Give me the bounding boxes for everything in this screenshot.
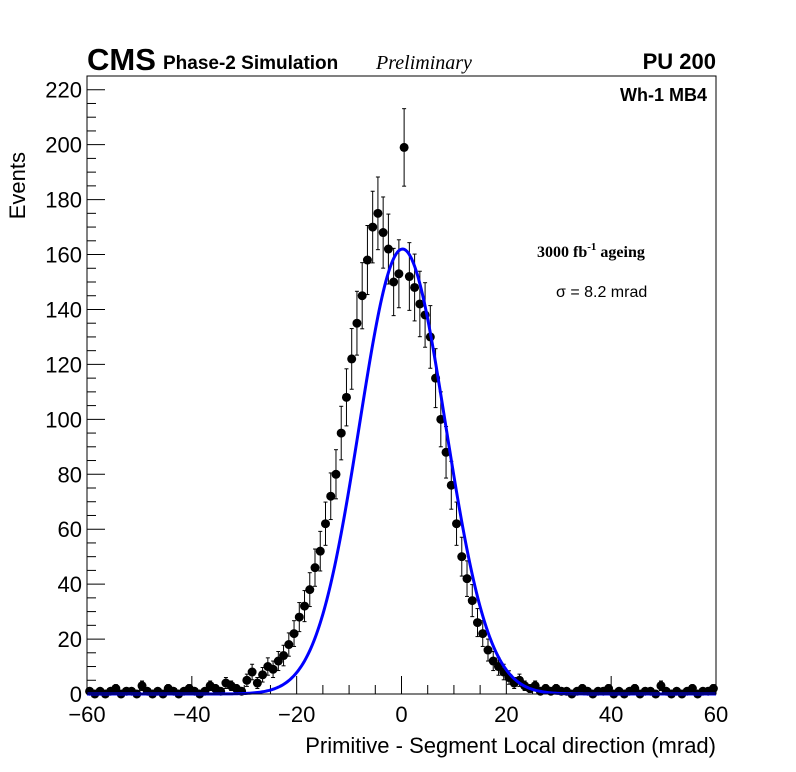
data-point (315, 546, 325, 556)
data-point (289, 629, 299, 639)
pileup-label: PU 200 (643, 49, 716, 74)
sigma-label: σ = 8.2 mrad (556, 284, 647, 301)
data-point (467, 596, 477, 606)
data-point (341, 392, 351, 402)
data-point (284, 640, 294, 650)
data-point (252, 678, 262, 688)
experiment-label: CMS (87, 42, 156, 77)
y-tick-label: 20 (58, 627, 82, 652)
data-point (331, 469, 341, 479)
plot-frame (86, 75, 717, 695)
y-tick-label: 40 (58, 572, 82, 597)
data-point (462, 574, 472, 584)
ageing-prefix: 3000 fb (537, 244, 587, 261)
y-tick-label: 120 (45, 352, 82, 377)
axes: −60 −40 −20 0 20 40 60 0 20 40 60 80 100 120 140 160 180… (45, 75, 728, 727)
ageing-suffix: ageing (596, 244, 644, 261)
data-point (268, 664, 278, 674)
data-point (457, 552, 467, 562)
data-point (708, 684, 718, 694)
data-point (294, 612, 304, 622)
data-point (352, 318, 362, 328)
data-point (258, 670, 268, 680)
x-tick-label: −60 (68, 702, 105, 727)
data-point (383, 244, 393, 254)
data-point (336, 428, 346, 438)
y-tick-label: 100 (45, 407, 82, 432)
data-point (404, 272, 414, 282)
data-point (362, 255, 372, 265)
data-point (310, 563, 320, 573)
y-tick-label: 160 (45, 243, 82, 268)
y-axis-label: Events (5, 152, 30, 219)
data-point (305, 585, 315, 595)
y-tick-label: 180 (45, 188, 82, 213)
x-axis-label: Primitive - Segment Local direction (mra… (305, 733, 716, 758)
data-point (378, 228, 388, 238)
data-point (326, 491, 336, 501)
data-point (242, 675, 252, 685)
data-point (389, 277, 399, 287)
data-point (300, 601, 310, 611)
y-tick-label: 60 (58, 517, 82, 542)
y-tick-label: 0 (70, 682, 82, 707)
data-point (279, 651, 289, 661)
y-tick-label: 220 (45, 78, 82, 103)
chamber-label: Wh-1 MB4 (620, 85, 707, 105)
data-point (373, 208, 383, 218)
x-tick-label: 20 (494, 702, 518, 727)
x-tick-label: 0 (395, 702, 407, 727)
x-tick-label: −40 (173, 702, 210, 727)
x-tick-label: 40 (599, 702, 623, 727)
x-tick-label: −20 (278, 702, 315, 727)
data-points (85, 108, 718, 699)
status-label: Preliminary (375, 52, 472, 74)
data-point (415, 299, 425, 309)
data-point (483, 645, 493, 655)
x-tick-label: 60 (704, 702, 728, 727)
data-point (452, 519, 462, 529)
data-point (473, 618, 483, 628)
data-point (247, 667, 257, 677)
y-tick-label: 80 (58, 462, 82, 487)
y-tick-label: 200 (45, 133, 82, 158)
y-tick-label: 140 (45, 297, 82, 322)
fit-curve (87, 247, 716, 696)
ageing-label: 3000 fb-1 ageing (537, 241, 645, 261)
data-point (399, 142, 409, 152)
ageing-exponent: -1 (587, 241, 596, 253)
data-point (357, 291, 367, 301)
subtitle-label: Phase-2 Simulation (163, 53, 338, 74)
data-point (368, 222, 378, 232)
data-point (320, 519, 330, 529)
data-point (347, 354, 357, 364)
data-point (478, 629, 488, 639)
data-point (394, 269, 404, 279)
data-point (410, 282, 420, 292)
